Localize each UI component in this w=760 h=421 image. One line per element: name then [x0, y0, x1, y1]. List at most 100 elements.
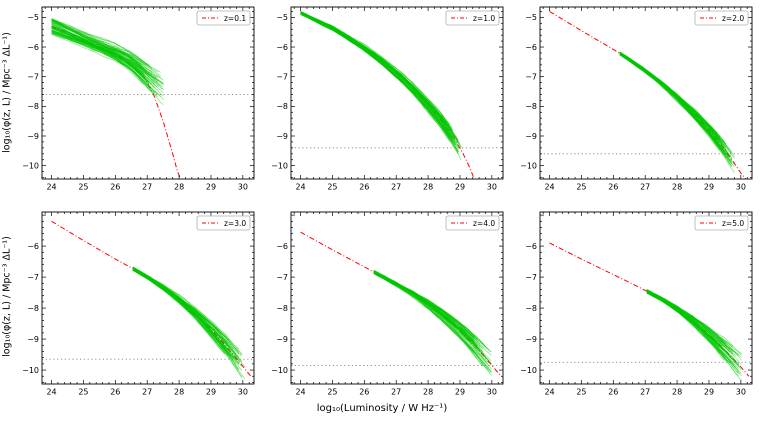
svg-text:27: 27 — [142, 388, 152, 397]
plot-area — [540, 242, 752, 381]
svg-text:−9: −9 — [525, 132, 537, 141]
svg-text:29: 29 — [455, 388, 465, 397]
legend: z=4.0 — [445, 215, 500, 231]
ensemble-curves — [300, 11, 462, 161]
x-tick-labels: 24 25 26 27 28 29 30 — [46, 183, 247, 192]
svg-text:−8: −8 — [276, 102, 288, 111]
legend: z=2.0 — [694, 10, 749, 26]
legend-label: z=1.0 — [473, 14, 495, 23]
panel-z2.0: 24 25 26 27 28 29 30 −5 −6 −7 −8 −9 −10 z=2.0 — [520, 6, 753, 192]
svg-text:29: 29 — [704, 183, 714, 192]
svg-text:−9: −9 — [276, 335, 288, 344]
svg-text:−7: −7 — [276, 273, 288, 282]
svg-text:−6: −6 — [525, 43, 537, 52]
svg-text:−6: −6 — [27, 43, 39, 52]
svg-text:−9: −9 — [27, 132, 39, 141]
svg-text:25: 25 — [576, 183, 586, 192]
svg-text:27: 27 — [142, 183, 152, 192]
svg-text:26: 26 — [110, 388, 120, 397]
svg-text:30: 30 — [238, 388, 248, 397]
legend-label: z=0.1 — [224, 14, 246, 23]
y-tick-labels: −5 −6 −7 −8 −9 −10 — [22, 13, 39, 170]
ensemble-curves — [619, 51, 735, 173]
plot-background — [291, 212, 503, 384]
x-tick-labels: 24 25 26 27 28 29 30 — [295, 388, 496, 397]
legend-label: z=2.0 — [722, 14, 744, 23]
legend: z=5.0 — [694, 215, 749, 231]
plot-background — [540, 212, 752, 384]
svg-text:24: 24 — [544, 183, 554, 192]
svg-text:24: 24 — [295, 183, 305, 192]
svg-text:−10: −10 — [22, 161, 39, 170]
x-axis-label: log₁₀(Luminosity / W Hz⁻¹) — [316, 403, 448, 414]
legend-box — [694, 215, 749, 231]
svg-text:−8: −8 — [525, 102, 537, 111]
ensemble-curves — [51, 18, 164, 105]
svg-text:30: 30 — [736, 183, 746, 192]
x-tick-labels: 24 25 26 27 28 29 30 — [295, 183, 496, 192]
legend-box — [445, 10, 500, 26]
svg-text:30: 30 — [238, 183, 248, 192]
svg-text:25: 25 — [327, 388, 337, 397]
legend-label: z=4.0 — [473, 219, 495, 228]
svg-text:−10: −10 — [271, 161, 288, 170]
svg-text:26: 26 — [110, 183, 120, 192]
plot-frame — [41, 6, 255, 180]
legend: z=0.1 — [196, 10, 251, 26]
svg-text:28: 28 — [423, 183, 433, 192]
x-tick-labels: 24 25 26 27 28 29 30 — [544, 183, 745, 192]
y-axis-label-top-row: log₁₀(φ(z, L) / Mpc⁻³ ΔL⁻¹) — [1, 32, 13, 153]
panel-z3.0: 24 25 26 27 28 29 30 −6 −7 −8 −9 −10 z=3.0 — [22, 211, 255, 397]
plot-area — [291, 11, 503, 179]
ensemble-curves — [646, 289, 742, 381]
svg-text:−9: −9 — [27, 335, 39, 344]
svg-text:−6: −6 — [27, 242, 39, 251]
svg-text:27: 27 — [640, 183, 650, 192]
plot-frame — [290, 211, 504, 385]
panel-z5.0: 24 25 26 27 28 29 30 −6 −7 −8 −9 −10 z=5.0 — [520, 211, 753, 397]
x-tick-labels: 24 25 26 27 28 29 30 — [544, 388, 745, 397]
svg-text:−7: −7 — [525, 72, 537, 81]
svg-text:25: 25 — [78, 183, 88, 192]
y-tick-labels: −5 −6 −7 −8 −9 −10 — [271, 13, 288, 170]
plot-frame — [539, 211, 753, 385]
svg-text:−5: −5 — [276, 13, 288, 22]
axis-ticks — [540, 7, 752, 179]
ensemble-curves — [132, 266, 246, 379]
plot-frame — [539, 6, 753, 180]
svg-text:28: 28 — [174, 183, 184, 192]
svg-text:−5: −5 — [525, 13, 537, 22]
svg-text:30: 30 — [487, 183, 497, 192]
y-tick-labels: −6 −7 −8 −9 −10 — [271, 242, 288, 375]
svg-text:24: 24 — [46, 183, 56, 192]
x-tick-labels: 24 25 26 27 28 29 30 — [46, 388, 247, 397]
svg-text:29: 29 — [704, 388, 714, 397]
svg-text:27: 27 — [640, 388, 650, 397]
svg-text:28: 28 — [672, 388, 682, 397]
svg-text:24: 24 — [295, 388, 305, 397]
svg-text:27: 27 — [391, 388, 401, 397]
svg-text:−7: −7 — [27, 72, 39, 81]
svg-text:−8: −8 — [27, 102, 39, 111]
svg-text:−9: −9 — [525, 335, 537, 344]
svg-text:−8: −8 — [276, 304, 288, 313]
svg-text:29: 29 — [206, 388, 216, 397]
svg-text:30: 30 — [487, 388, 497, 397]
svg-text:−8: −8 — [27, 304, 39, 313]
svg-text:−8: −8 — [525, 304, 537, 313]
legend-box — [694, 10, 749, 26]
svg-text:29: 29 — [455, 183, 465, 192]
svg-text:−7: −7 — [27, 273, 39, 282]
legend-label: z=3.0 — [224, 219, 246, 228]
svg-text:−9: −9 — [276, 132, 288, 141]
svg-text:28: 28 — [423, 388, 433, 397]
svg-text:26: 26 — [359, 183, 369, 192]
plot-frame — [290, 6, 504, 180]
panel-z1.0: 24 25 26 27 28 29 30 −5 −6 −7 −8 −9 −10 z=1.0 — [271, 6, 504, 192]
svg-text:24: 24 — [46, 388, 56, 397]
y-tick-labels: −6 −7 −8 −9 −10 — [520, 242, 537, 375]
plot-background — [42, 212, 254, 384]
panel-z4.0: 24 25 26 27 28 29 30 −6 −7 −8 −9 −10 z=4.0 — [271, 211, 504, 397]
svg-text:−10: −10 — [271, 366, 288, 375]
